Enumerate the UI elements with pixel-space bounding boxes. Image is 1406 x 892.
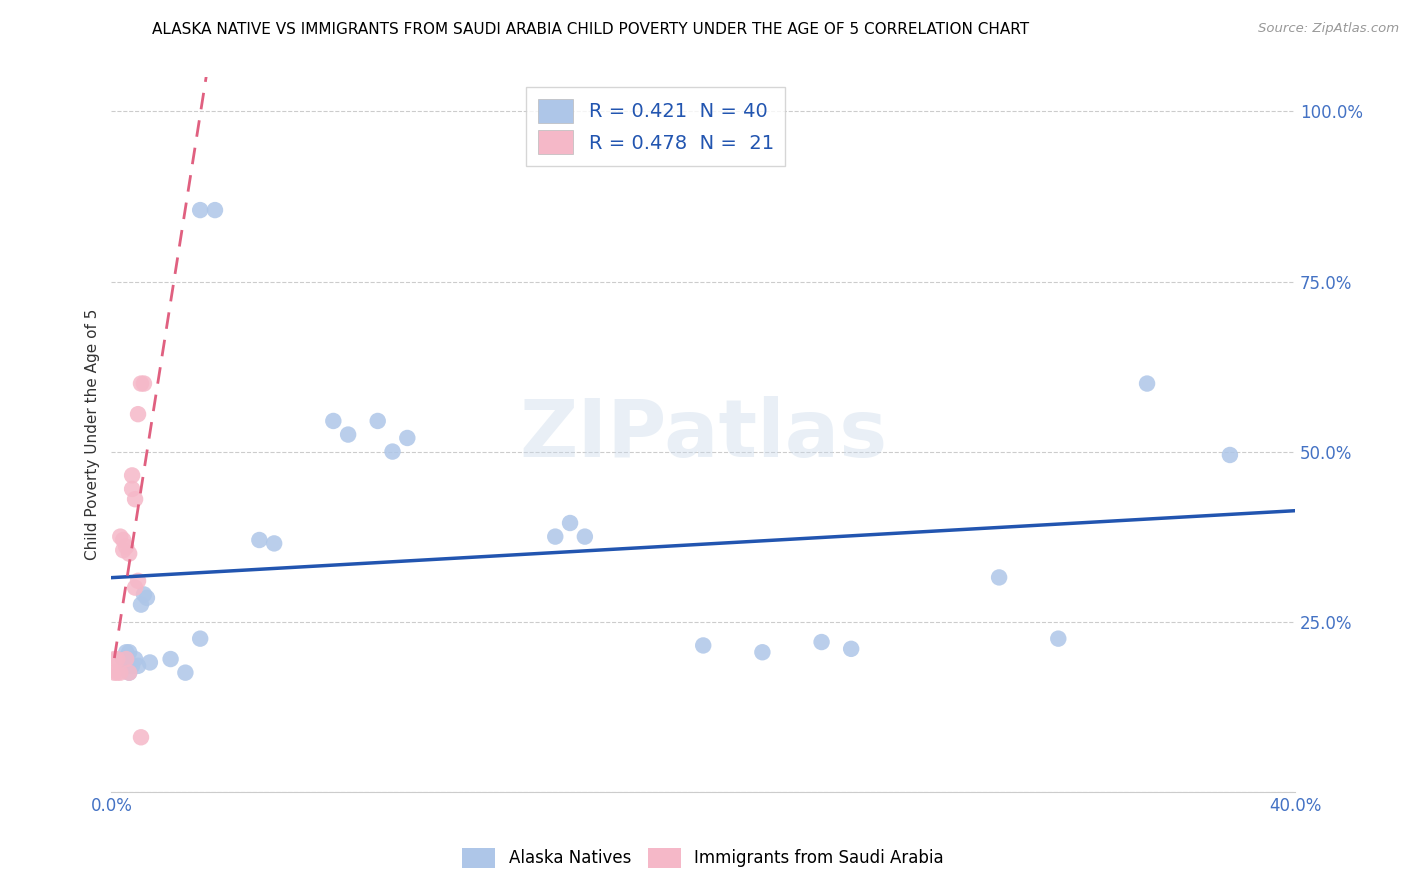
Point	[112, 543, 135, 558]
Legend: R = 0.421  N = 40, R = 0.478  N =  21: R = 0.421 N = 40, R = 0.478 N = 21	[526, 87, 786, 166]
Point	[1136, 376, 1159, 391]
Point	[132, 587, 155, 601]
Point	[129, 731, 152, 745]
Point	[132, 376, 155, 391]
Point	[367, 414, 389, 428]
Y-axis label: Child Poverty Under the Age of 5: Child Poverty Under the Age of 5	[86, 309, 100, 560]
Point	[751, 645, 773, 659]
Point	[115, 652, 138, 666]
Point	[1047, 632, 1070, 646]
Point	[124, 492, 146, 507]
Point	[124, 581, 146, 595]
Point	[112, 652, 135, 666]
Text: ALASKA NATIVE VS IMMIGRANTS FROM SAUDI ARABIA CHILD POVERTY UNDER THE AGE OF 5 C: ALASKA NATIVE VS IMMIGRANTS FROM SAUDI A…	[152, 22, 1029, 37]
Point	[1219, 448, 1241, 462]
Point	[110, 665, 132, 680]
Point	[118, 665, 141, 680]
Point	[105, 665, 128, 680]
Point	[322, 414, 344, 428]
Point	[204, 203, 226, 218]
Point	[121, 482, 143, 496]
Point	[105, 652, 128, 666]
Point	[988, 570, 1011, 584]
Point	[692, 639, 714, 653]
Text: Source: ZipAtlas.com: Source: ZipAtlas.com	[1258, 22, 1399, 36]
Point	[110, 530, 132, 544]
Point	[135, 591, 157, 605]
Point	[103, 665, 125, 680]
Point	[159, 652, 181, 666]
Point	[115, 540, 138, 554]
Point	[139, 656, 162, 670]
Point	[544, 530, 567, 544]
Point	[115, 658, 138, 673]
Legend: Alaska Natives, Immigrants from Saudi Arabia: Alaska Natives, Immigrants from Saudi Ar…	[456, 841, 950, 875]
Point	[121, 468, 143, 483]
Point	[263, 536, 285, 550]
Point	[118, 645, 141, 659]
Point	[127, 407, 149, 421]
Point	[188, 632, 211, 646]
Point	[118, 547, 141, 561]
Point	[127, 658, 149, 673]
Point	[188, 203, 211, 218]
Point	[127, 574, 149, 588]
Point	[174, 665, 197, 680]
Point	[129, 376, 152, 391]
Point	[247, 533, 270, 547]
Point	[839, 641, 862, 656]
Point	[124, 652, 146, 666]
Point	[381, 444, 404, 458]
Point	[121, 658, 143, 673]
Point	[396, 431, 419, 445]
Point	[118, 665, 141, 680]
Point	[574, 530, 596, 544]
Point	[115, 645, 138, 659]
Point	[337, 427, 360, 442]
Point	[558, 516, 581, 530]
Point	[810, 635, 832, 649]
Point	[103, 652, 125, 666]
Point	[112, 533, 135, 547]
Text: ZIPatlas: ZIPatlas	[519, 395, 887, 474]
Point	[129, 598, 152, 612]
